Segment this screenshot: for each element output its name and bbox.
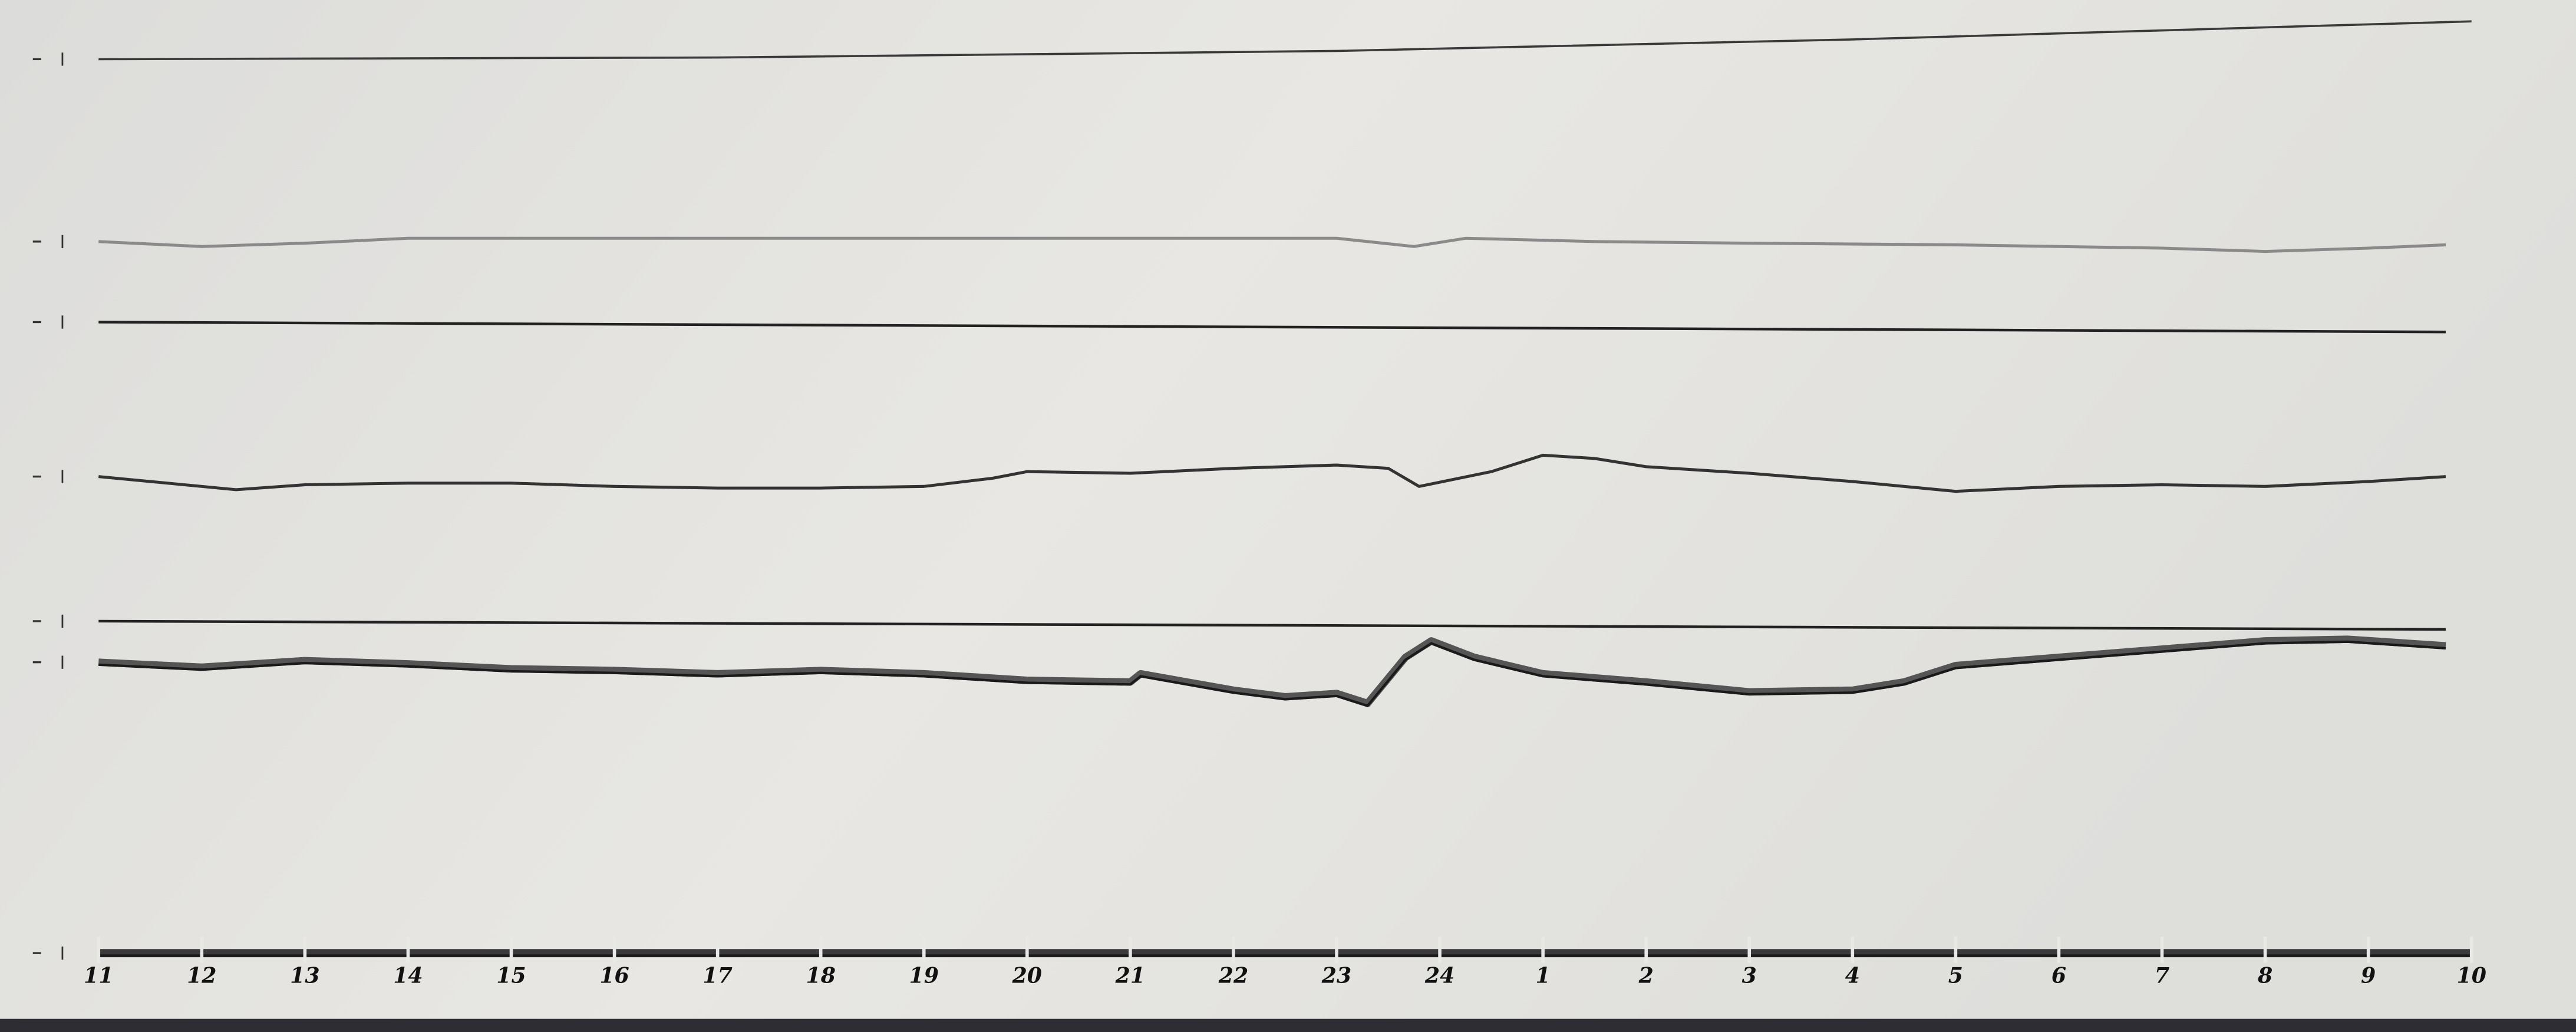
hour-label: 5 [1948,962,1963,988]
hour-label: 11 [84,962,113,988]
hour-label: 16 [599,962,629,988]
hour-label: 20 [1012,962,1042,988]
hour-tick [2366,937,2370,963]
hour-label: 19 [909,962,939,988]
hour-label: 9 [2361,962,2376,988]
hour-label: 21 [1115,962,1145,988]
hour-label: 18 [806,962,835,988]
hour-tick [1541,937,1545,963]
hour-tick [715,937,720,963]
hour-label: 15 [496,962,526,988]
hour-label: 1 [1536,962,1551,988]
hour-labels: 11 12 13 14 15 16 17 18 19 20 21 22 23 24 1 2 3 4 5 6 7 8 9 10 [84,962,2486,988]
left-margin-marks [32,52,64,960]
hour-tick [1747,937,1752,963]
hour-tick [1335,937,1338,963]
hour-tick [2160,937,2164,963]
hour-tick [509,937,513,963]
hour-label: 8 [2257,962,2272,988]
trace-6-core [98,640,2446,707]
hour-tick [1644,937,1648,963]
trace-3 [98,321,2446,334]
hour-label: 7 [2155,962,2169,988]
hour-tick [922,937,926,963]
hour-tick [1851,937,1855,963]
hour-label: 14 [393,962,423,988]
hour-label: 24 [1424,962,1454,988]
hour-tick [1129,937,1132,963]
hour-label: 22 [1218,962,1248,988]
trace-6 [98,635,2446,707]
hour-label: 6 [2051,962,2066,988]
hour-label: 4 [1845,962,1860,988]
hour-tick [1025,937,1029,963]
hour-label: 12 [187,962,216,988]
trace-2 [98,236,2446,253]
hour-tick [819,937,823,963]
hour-tick [1954,937,1958,963]
hour-label: 23 [1321,962,1351,988]
hour-tick [1232,937,1235,963]
hour-label: 13 [290,962,319,988]
trace-5 [98,619,2446,631]
hour-tick [303,937,307,963]
hour-tick [2263,937,2267,963]
hour-tick [1438,937,1442,963]
hour-label: 2 [1638,962,1654,988]
traces [98,20,2472,958]
hour-tick [2469,937,2473,963]
hour-label: 10 [2456,962,2486,988]
hour-tick [2057,937,2061,963]
trace-1 [98,20,2472,61]
bottom-shadow [0,1018,2576,1032]
hour-label: 17 [702,962,732,988]
trace-4 [98,453,2446,493]
hour-tick [612,937,616,963]
hour-tick [97,937,101,963]
hour-tick [200,937,204,963]
hour-label: 3 [1742,962,1757,988]
hour-tick [406,937,410,963]
hour-ticks [97,937,2473,963]
